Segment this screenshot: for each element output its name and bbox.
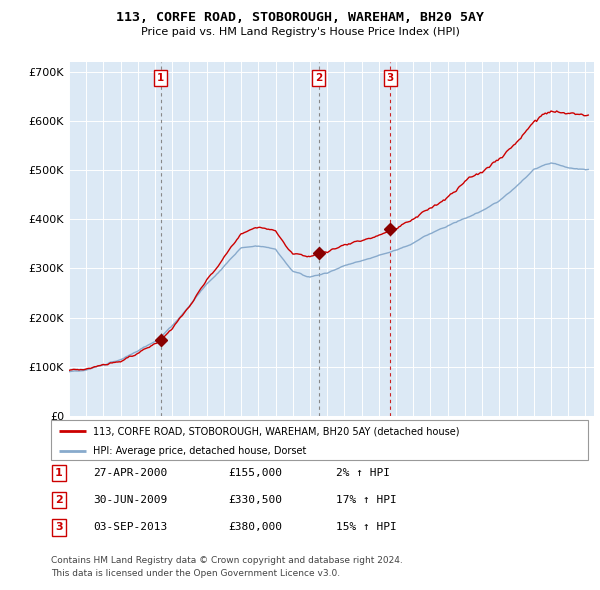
Text: 113, CORFE ROAD, STOBOROUGH, WAREHAM, BH20 5AY (detached house): 113, CORFE ROAD, STOBOROUGH, WAREHAM, BH… [93,427,460,437]
Text: This data is licensed under the Open Government Licence v3.0.: This data is licensed under the Open Gov… [51,569,340,578]
Text: 2: 2 [315,73,322,83]
Text: £330,500: £330,500 [228,496,282,505]
Text: 15% ↑ HPI: 15% ↑ HPI [336,523,397,532]
Text: 27-APR-2000: 27-APR-2000 [93,468,167,478]
Text: 30-JUN-2009: 30-JUN-2009 [93,496,167,505]
Text: 2: 2 [55,496,62,505]
Text: £155,000: £155,000 [228,468,282,478]
Text: 1: 1 [55,468,62,478]
Text: Contains HM Land Registry data © Crown copyright and database right 2024.: Contains HM Land Registry data © Crown c… [51,556,403,565]
Text: 1: 1 [157,73,164,83]
Text: 3: 3 [55,523,62,532]
Text: 17% ↑ HPI: 17% ↑ HPI [336,496,397,505]
Text: 3: 3 [387,73,394,83]
Text: 03-SEP-2013: 03-SEP-2013 [93,523,167,532]
Text: 2% ↑ HPI: 2% ↑ HPI [336,468,390,478]
Text: Price paid vs. HM Land Registry's House Price Index (HPI): Price paid vs. HM Land Registry's House … [140,28,460,37]
Text: HPI: Average price, detached house, Dorset: HPI: Average price, detached house, Dors… [93,447,306,457]
Text: £380,000: £380,000 [228,523,282,532]
Text: 113, CORFE ROAD, STOBOROUGH, WAREHAM, BH20 5AY: 113, CORFE ROAD, STOBOROUGH, WAREHAM, BH… [116,11,484,24]
